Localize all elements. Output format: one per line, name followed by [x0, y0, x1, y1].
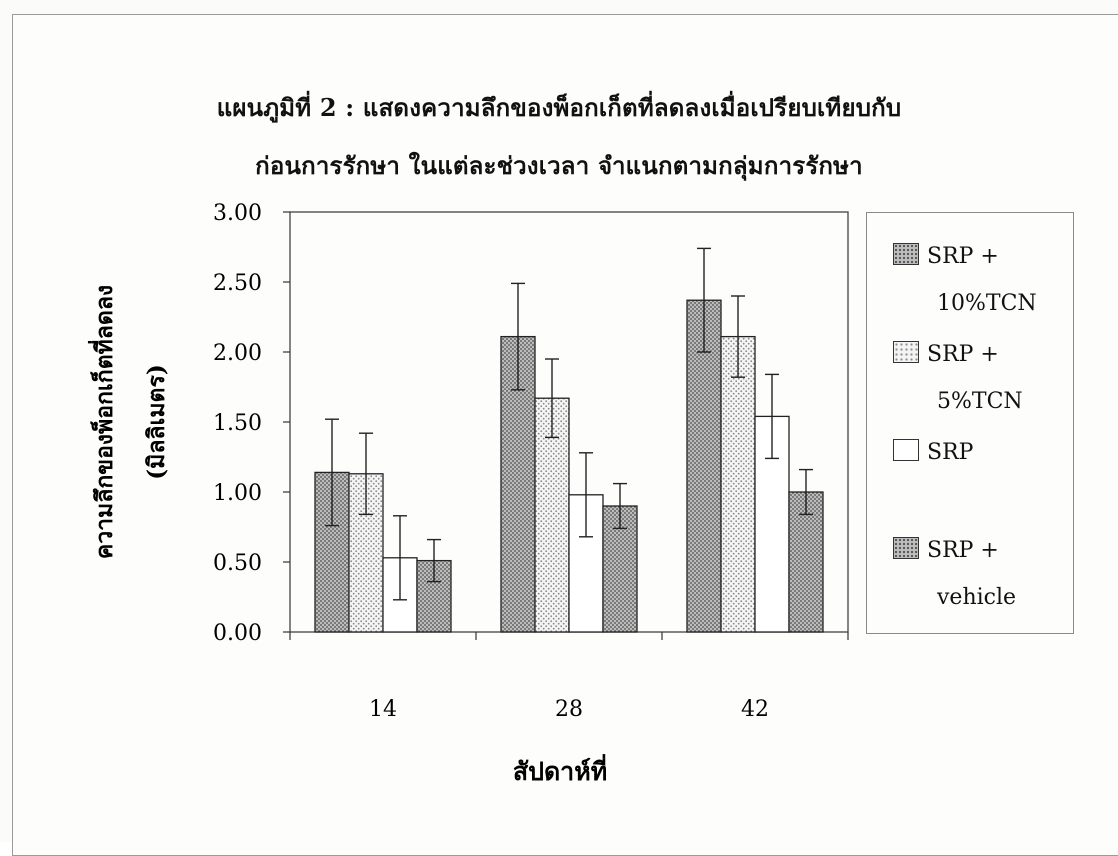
y-axis-label-line-2: (มิลลิเมตร): [143, 364, 170, 479]
legend-swatch-dark-dots: [893, 243, 919, 265]
y-tick-label: 0.00: [213, 621, 262, 646]
legend-label-line-2: 5%TCN: [937, 389, 1023, 414]
legend-label-line-2: vehicle: [937, 585, 1017, 610]
legend-label-line-2: 10%TCN: [937, 291, 1037, 316]
legend-swatch-dark-dots: [893, 537, 919, 559]
y-tick-label: 0.50: [213, 551, 262, 576]
legend-item-srp-10tcn: SRP +: [893, 243, 999, 271]
bar: [788, 491, 824, 633]
legend-label-line-1: SRP: [927, 440, 974, 465]
y-tick-label: 1.00: [213, 481, 262, 506]
y-tick-label: 2.50: [213, 271, 262, 296]
legend-item-srp-5tcn: SRP +: [893, 341, 999, 369]
x-tick-label: 28: [555, 697, 583, 722]
legend-label-line-1: SRP +: [927, 538, 999, 563]
chart-title-line-1: แผนภูมิที่ 2 : แสดงความลึกของพ็อกเก็ตที่…: [216, 93, 902, 122]
bar: [720, 335, 756, 633]
legend-swatch-white: [893, 439, 919, 461]
x-tick-label: 42: [741, 697, 769, 722]
y-tick-label: 2.00: [213, 341, 262, 366]
legend-item-srp: SRP: [893, 439, 973, 467]
y-axis-label-line-1: ความลึกของพ็อกเก็ตที่ลดลง: [87, 285, 118, 559]
x-tick-label: 14: [369, 697, 397, 722]
legend-swatch-light-dots: [893, 341, 919, 363]
y-tick-label: 3.00: [213, 201, 262, 226]
legend-label-line-1: SRP +: [927, 244, 999, 269]
legend-label-line-1: SRP +: [927, 342, 999, 367]
chart-title-line-2: ก่อนการรักษา ในแต่ละช่วงเวลา จำแนกตามกลุ…: [255, 151, 863, 180]
bar: [686, 299, 722, 633]
y-tick-label: 1.50: [213, 411, 262, 436]
y-axis-label: ความลึกของพ็อกเก็ตที่ลดลง (มิลลิเมตร): [87, 285, 170, 559]
x-axis-label: สัปดาห์ที่: [513, 754, 607, 786]
legend-item-srp-vehicle: SRP +: [893, 537, 999, 565]
legend: SRP + 10%TCN SRP + 5%TCN SRP SRP + vehic…: [866, 212, 1074, 634]
